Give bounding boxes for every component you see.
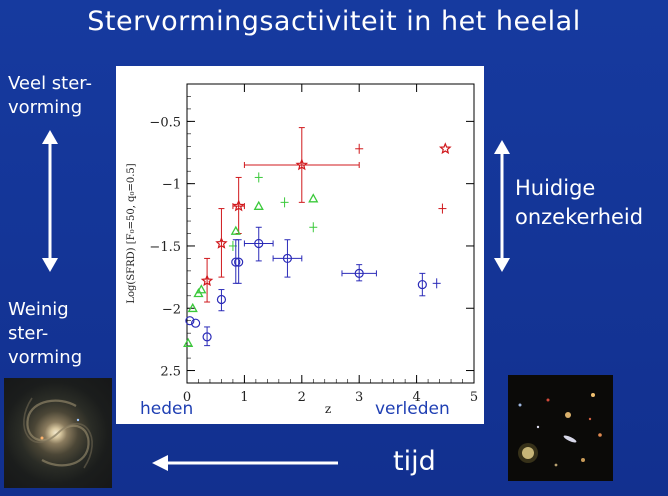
slide-title: Stervormingsactiviteit in het heelal <box>87 6 581 37</box>
x-tick-label: 1 <box>240 390 248 405</box>
sfrd-scatter-chart: 0 1 2 3 4 5 −0.5 −1 −1.5 −2 2.5 z Log(SFRD) [F₀=50, … <box>126 83 478 416</box>
y-tick-label: −2 <box>162 302 181 317</box>
xaxis-note-heden: heden <box>140 399 194 419</box>
circle-point <box>282 253 293 264</box>
time-arrow-icon <box>152 455 338 471</box>
star-point <box>295 158 309 171</box>
x-axis-label: z <box>325 402 331 416</box>
y-tick-label: −0.5 <box>149 115 181 130</box>
star-point <box>438 142 452 155</box>
x-tick-label: 2 <box>298 390 306 405</box>
circle-point <box>216 294 227 305</box>
label-huidige-onzekerheid: Huidige onzekerheid <box>515 176 644 229</box>
deep-field-galaxies-icon <box>518 393 602 467</box>
circle-point <box>234 257 244 267</box>
chart-panel: 0 1 2 3 4 5 −0.5 −1 −1.5 −2 2.5 z Log(SFRD) [F₀=50, … <box>116 66 484 424</box>
circle-point <box>417 279 427 290</box>
x-tick-label: 4 <box>412 390 420 405</box>
time-label: tijd <box>393 446 436 477</box>
label-veel-stervorming: Veel ster- vorming <box>8 73 93 118</box>
triangle-point <box>187 302 198 313</box>
xaxis-note-verleden: verleden <box>375 399 450 419</box>
double-arrow-right-icon <box>494 140 510 272</box>
triangle-point <box>183 337 194 347</box>
y-axis-label: Log(SFRD) [F₀=50, q₀=0.5] <box>126 163 137 303</box>
x-tick-label: 5 <box>470 390 478 405</box>
plot-frame <box>186 83 475 384</box>
y-tick-label: 2.5 <box>160 365 181 380</box>
triangle-point <box>230 225 241 235</box>
triangle-point <box>253 200 264 210</box>
circle-point <box>191 318 201 328</box>
circle-point <box>354 268 364 278</box>
circle-point <box>231 257 241 267</box>
triangle-point <box>308 193 319 203</box>
spiral-galaxy-image <box>4 378 112 488</box>
y-tick-label: −1 <box>162 178 181 193</box>
star-point <box>232 199 245 212</box>
star-point <box>200 274 214 287</box>
deep-field-image <box>508 375 613 481</box>
x-tick-label: 3 <box>355 390 363 405</box>
triangle-point <box>196 284 207 294</box>
circle-point <box>185 316 195 326</box>
circle-point <box>202 332 212 342</box>
circle-point <box>254 238 264 249</box>
star-point <box>215 236 228 249</box>
y-tick-label: −1.5 <box>149 240 181 255</box>
x-tick-label: 0 <box>183 390 191 405</box>
double-arrow-left-icon <box>42 130 58 272</box>
label-weinig-stervorming: Weinig ster- vorming <box>8 299 83 368</box>
galaxy-arms-icon <box>23 397 93 469</box>
